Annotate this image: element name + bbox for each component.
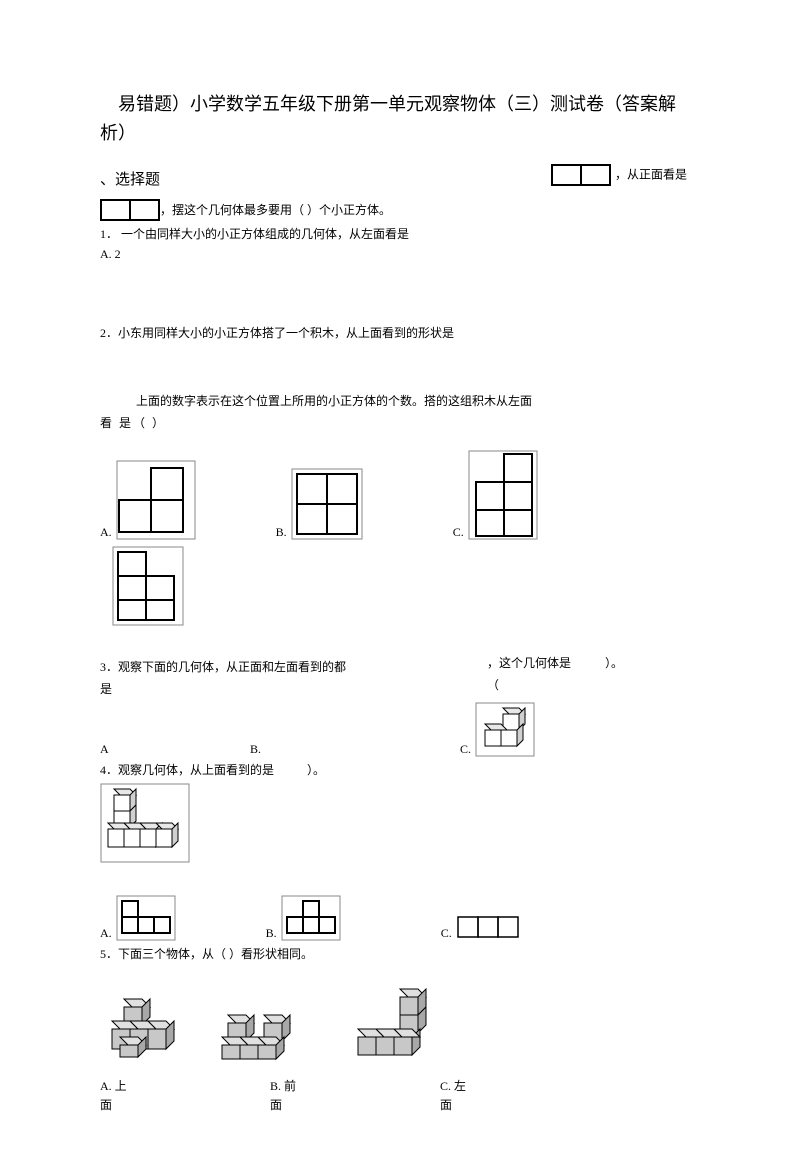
q2-line3: 看 是（ ） [100, 414, 687, 432]
q5-shape-1 [100, 981, 200, 1061]
q4-optC: C. [441, 915, 526, 941]
q3-line1a: 3．观察下面的几何体，从正面和左面看到的都 [100, 658, 346, 676]
q4-optB-shape [281, 895, 341, 941]
q1-line2: ，摆这个几何体最多要用（ ）个小正方体。 [160, 201, 391, 219]
q2-optA: A. [100, 460, 196, 540]
q4-optA: A. [100, 895, 176, 941]
q4-optC-shape [456, 915, 526, 941]
q5-optC: C. 左 [440, 1077, 610, 1094]
q5-optC-sub: 面 [440, 1096, 610, 1113]
q5-optB: B. 前 [270, 1077, 440, 1094]
q5-shape-3 [346, 981, 446, 1061]
q2-optC-shape [468, 450, 538, 540]
page-title: 易错题）小学数学五年级下册第一单元观察物体（三）测试卷（答案解析） [100, 90, 687, 148]
q2-optB-shape [291, 468, 363, 540]
q1-right-text: ，从正面看是 [615, 167, 687, 181]
q3-line1d: ）。 [605, 656, 623, 670]
q2-extra-shape [112, 546, 687, 626]
q5-optA: A. 上 [100, 1077, 270, 1094]
q3-optC-shape [475, 702, 535, 757]
q3-optC: C. [460, 702, 535, 757]
q5-optB-sub: 面 [270, 1096, 440, 1113]
q3-optB: B. [250, 742, 370, 757]
q3-line1c: ，这个几何体是 [487, 656, 571, 670]
q4-paren: ）。 [307, 763, 325, 777]
q2-line2: 上面的数字表示在这个位置上所用的小正方体的个数。搭的这组积木从左面 [100, 392, 687, 410]
q1-line3: 1． 一个由同样大小的小正方体组成的几何体，从左面看是 [100, 225, 687, 243]
q4-line1: 4．观察几何体，从上面看到的是 [100, 763, 274, 777]
q5-line1: 5．下面三个物体，从（ ）看形状相同。 [100, 945, 687, 963]
q1-optA: A. 2 [100, 247, 687, 262]
q3-paren: （ [487, 676, 687, 694]
q1-left-view-shape [100, 199, 160, 221]
q3-line1b: 是 [100, 680, 346, 698]
q5-optA-sub: 面 [100, 1096, 270, 1113]
q5-shape-2 [218, 991, 328, 1061]
q5-shapes-row [100, 981, 687, 1061]
q2-optB: B. [276, 468, 363, 540]
q2-optC: C. [453, 450, 538, 540]
q3-optA: A [100, 742, 220, 757]
q2-line1: 2．小东用同样大小的小正方体搭了一个积木，从上面看到的形状是 [100, 324, 687, 342]
q4-main-shape [100, 783, 687, 863]
q4-optA-shape [116, 895, 176, 941]
q2-optA-shape [116, 460, 196, 540]
q4-optB: B. [266, 895, 341, 941]
q1-front-view-shape [551, 164, 611, 186]
